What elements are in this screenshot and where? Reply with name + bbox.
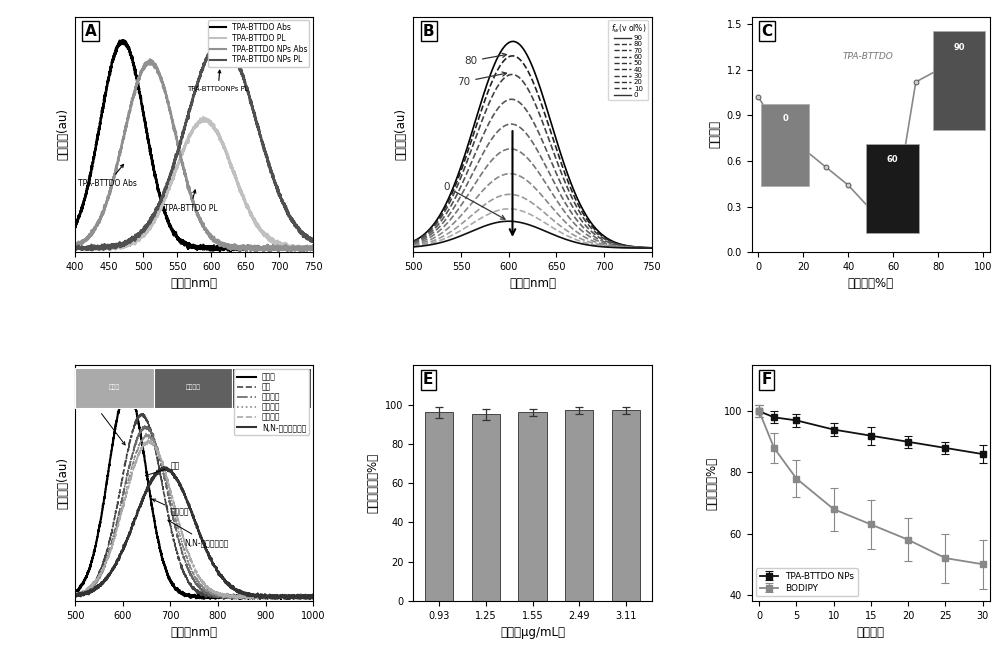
Text: 70: 70 [457,72,506,87]
Text: 0: 0 [444,182,505,219]
Legend: TPA-BTTDO NPs, BODIPY: TPA-BTTDO NPs, BODIPY [756,568,858,596]
Text: TPA-BTTDO: TPA-BTTDO [842,52,893,61]
X-axis label: 波长（nm）: 波长（nm） [509,278,556,290]
Text: N,N-二甲基甲酰胺: N,N-二甲基甲酰胺 [168,520,229,547]
Legend: 90, 80, 70, 60, 50, 40, 30, 20, 10, 0: 90, 80, 70, 60, 50, 40, 30, 20, 10, 0 [608,20,648,100]
Bar [425,412,453,601]
Bar [472,414,500,601]
Text: 正己烷: 正己烷 [109,385,120,390]
X-axis label: 波长（nm）: 波长（nm） [171,278,218,290]
X-axis label: 扫描次数: 扫描次数 [857,626,885,639]
Text: 60: 60 [886,155,898,163]
Bar [761,104,809,186]
X-axis label: 水含量（%）: 水含量（%） [848,278,894,290]
Bar [866,144,919,233]
Text: C: C [761,24,772,39]
Bar [518,412,547,601]
Text: TPA-BTTDO Abs: TPA-BTTDO Abs [78,165,137,188]
Text: 四氢呈啇: 四氢呈啇 [152,499,189,516]
Legend: TPA-BTTDO Abs, TPA-BTTDO PL, TPA-BTTDO NPs Abs, TPA-BTTDO NPs PL: TPA-BTTDO Abs, TPA-BTTDO PL, TPA-BTTDO N… [208,21,309,66]
X-axis label: 波长（nm）: 波长（nm） [171,626,218,639]
Text: 四氢呈啇: 四氢呈啇 [185,385,200,390]
Text: A: A [85,24,96,39]
Bar [612,410,640,601]
Text: 甲苯: 甲苯 [145,461,180,476]
X-axis label: 浓度（μg/mL）: 浓度（μg/mL） [500,626,565,639]
Bar [232,368,311,408]
Text: E: E [423,373,433,387]
Text: TPA-BTTDONPs PL: TPA-BTTDONPs PL [187,70,249,92]
Y-axis label: 荧光强度(au): 荧光强度(au) [395,108,408,161]
Y-axis label: 荧光强度（%）: 荧光强度（%） [705,457,718,510]
Text: D: D [85,373,97,387]
Y-axis label: 荧光强度(au): 荧光强度(au) [56,457,69,509]
Text: TPA-BTTDO PL: TPA-BTTDO PL [164,190,217,213]
Text: 90: 90 [953,42,965,52]
Bar [565,410,593,601]
Y-axis label: 紫外吸收(au): 紫外吸收(au) [56,108,69,161]
Bar [154,368,232,408]
Text: 0: 0 [782,114,788,123]
Bar [933,31,985,129]
Text: 80: 80 [464,53,506,66]
Text: B: B [423,24,435,39]
Y-axis label: 荧光比値: 荧光比値 [708,120,721,149]
Text: F: F [761,373,772,387]
Text: 正己烷: 正己烷 [87,400,125,445]
Y-axis label: 细胞存活率（%）: 细胞存活率（%） [367,453,380,513]
Legend: 正己烷, 甲苯, 二氯甲烷, 三氯甲烷, 四氢呈啇, N,N-二甲基甲酰胺: 正己烷, 甲苯, 二氯甲烷, 三氯甲烷, 四氢呈啇, N,N-二甲基甲酰胺 [234,369,309,435]
Text: N,N-二甲基甲酰胺: N,N-二甲基甲酰胺 [253,385,290,390]
Bar [75,368,154,408]
